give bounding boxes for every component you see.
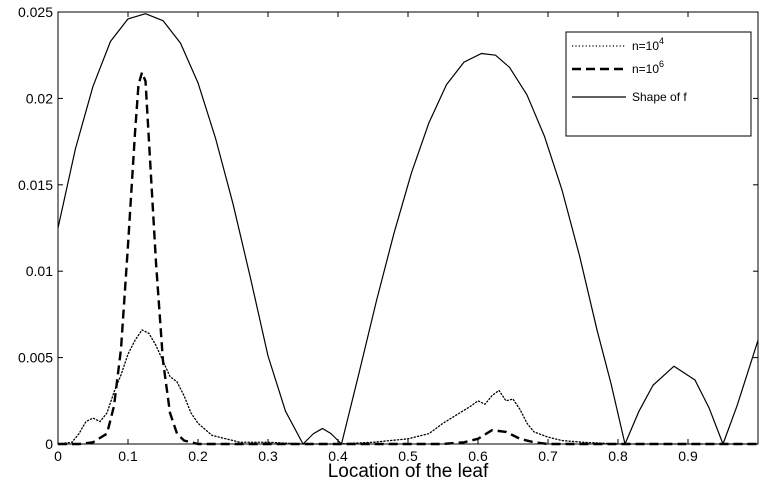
legend-label-exponent: 6 [659,59,664,69]
x-tick-label: 0.9 [678,448,698,464]
legend-label-base: n=10 [632,62,659,76]
legend-label: n=104 [632,36,664,53]
series-line-dashed [58,71,758,446]
legend-label-exponent: 4 [659,36,664,46]
axes: 0 0.1 0.2 0.3 0.4 0.5 0.6 0.7 0.8 0.9 0 0.005 0.01 0.… [18,4,758,464]
x-tick-label: 0.1 [118,448,138,464]
y-tick-label: 0.01 [26,263,53,279]
x-tick-label: 0.2 [188,448,208,464]
x-tick-label: 0 [54,448,62,464]
x-tick-label: 0.3 [258,448,278,464]
y-tick-label: 0 [45,436,53,452]
legend-label-text: Shape of f [632,90,687,104]
x-tick-label: 0.5 [398,448,418,464]
legend-label: n=106 [632,59,664,76]
y-tick-label: 0.02 [26,90,53,106]
x-axis-title: Location of the leaf [328,461,489,482]
x-tick-label: 0.6 [468,448,488,464]
series-line-solid [57,13,759,445]
x-tick-label: 0.7 [538,448,558,464]
legend-label: Shape of f [632,90,687,104]
legend-label-base: n=10 [632,39,659,53]
legend-box [565,31,752,137]
y-tick-label: 0.015 [18,177,53,193]
x-tick-label: 0.4 [328,448,348,464]
y-tick-label: 0.005 [18,350,53,366]
y-tick-label: 0.025 [18,4,53,20]
x-tick-label: 0.8 [608,448,628,464]
